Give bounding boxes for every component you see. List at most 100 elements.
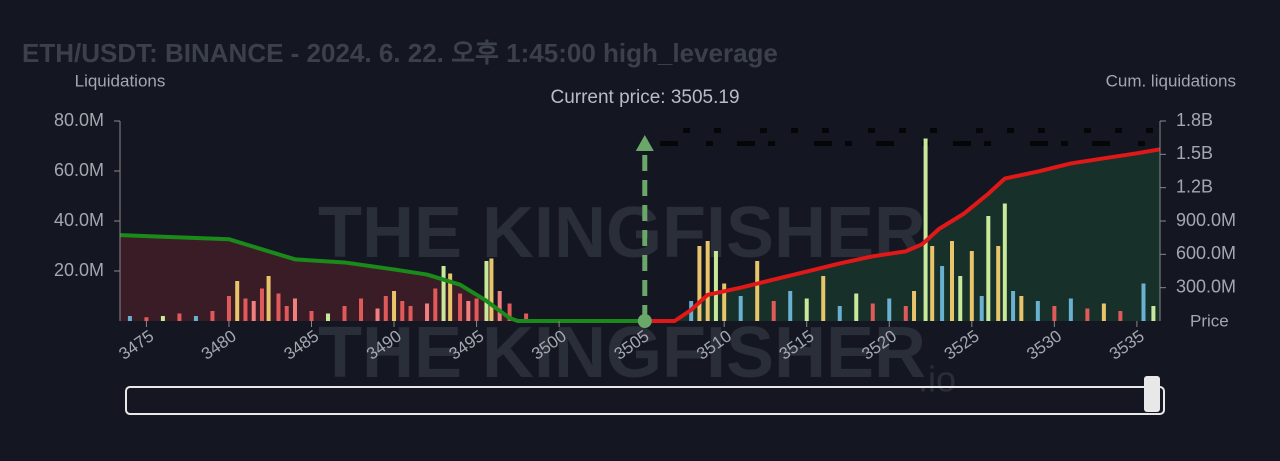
- liquidation-bar: [425, 303, 430, 321]
- liquidation-bar: [923, 138, 928, 321]
- watermark-suffix: .io: [918, 359, 956, 400]
- x-tick-label: 3475: [115, 326, 157, 363]
- liquidation-bar: [448, 273, 453, 321]
- range-slider[interactable]: [125, 386, 1165, 415]
- decoration: [868, 128, 875, 133]
- liquidation-bar: [266, 276, 271, 321]
- liquidation-bar: [177, 313, 182, 321]
- decoration: [876, 141, 894, 146]
- current-price-dot: [637, 314, 652, 328]
- decoration: [953, 141, 971, 146]
- liquidation-bar: [326, 313, 330, 321]
- liquidation-bar: [235, 281, 240, 321]
- decoration: [984, 141, 991, 146]
- liquidation-bar: [1035, 301, 1040, 321]
- cum-line: [119, 233, 645, 323]
- liquidation-bar: [292, 298, 297, 321]
- liquidation-bar: [1002, 203, 1007, 321]
- liquidation-bar: [1068, 298, 1073, 321]
- decoration: [1061, 141, 1068, 146]
- y2-tick-label: 300.0M: [1176, 276, 1236, 296]
- liquidation-bar: [484, 261, 489, 321]
- slider-handle[interactable]: [1144, 376, 1160, 412]
- x-tick-label: 3535: [1106, 326, 1148, 363]
- liquidation-bar: [400, 301, 405, 321]
- liquidation-bar: [524, 313, 529, 321]
- y2-axis-title: Cum. liquidations: [1106, 71, 1236, 90]
- y2-tick-label: 900.0M: [1176, 210, 1236, 230]
- liquidation-bar: [854, 293, 859, 321]
- liquidation-bar: [887, 298, 892, 321]
- liquidation-bar: [705, 241, 710, 321]
- liquidation-bar: [342, 306, 347, 321]
- liquidation-bar: [383, 296, 388, 321]
- current-price-label: Current price: 3505.19: [550, 87, 739, 108]
- decoration: [683, 128, 690, 133]
- liquidation-bar: [697, 246, 702, 321]
- liquidation-bar: [433, 288, 438, 321]
- liquidation-bar: [969, 251, 974, 321]
- liquidation-bar: [127, 316, 132, 321]
- y2-tick-label: 600.0M: [1176, 243, 1236, 263]
- plot-area: 20.0M 40.0M 60.0M 80.0M 300.0M 600.0M 900.0M 1.…: [54, 110, 1236, 364]
- liquidation-bar: [309, 311, 314, 321]
- liquidation-bar: [251, 301, 256, 321]
- decoration: [768, 141, 775, 146]
- liquidation-bar: [392, 291, 397, 321]
- y-tick-label: 60.0M: [54, 160, 104, 180]
- decoration: [1092, 141, 1110, 146]
- liquidation-bar: [210, 311, 215, 321]
- liquidation-bar: [713, 251, 718, 321]
- liquidation-bar: [1101, 303, 1106, 321]
- decoration: [1138, 141, 1145, 146]
- liquidation-bar: [408, 306, 413, 321]
- liquidation-bar: [458, 293, 463, 321]
- liquidation-bar: [489, 258, 494, 321]
- decoration: [1030, 141, 1048, 146]
- liquidation-bar: [996, 246, 1001, 321]
- liquidation-bar: [441, 266, 446, 321]
- chart-title: ETH/USDT: BINANCE - 2024. 6. 22. 오후 1:45…: [22, 38, 778, 68]
- decoration: [845, 141, 852, 146]
- y-tick-label: 40.0M: [54, 210, 104, 230]
- decoration: [1038, 128, 1045, 133]
- liquidation-bar: [804, 298, 809, 321]
- liquidation-bar: [144, 317, 149, 321]
- y2-tick-label: 1.2B: [1176, 176, 1213, 196]
- y-tick-label: 80.0M: [54, 110, 104, 130]
- liquidation-bar: [979, 296, 984, 321]
- liquidation-bar: [958, 276, 963, 321]
- decoration: [714, 128, 721, 133]
- liquidation-bar: [359, 298, 364, 321]
- liquidation-bar: [771, 301, 776, 321]
- decoration: [1007, 128, 1014, 133]
- decoration: [1084, 128, 1091, 133]
- watermark: THE KINGFISHER: [318, 313, 926, 393]
- decoration: [760, 128, 767, 133]
- liquidation-bar: [986, 216, 991, 321]
- liquidation-bar: [755, 261, 760, 321]
- liquidation-bar: [259, 288, 264, 321]
- liquidation-bar: [276, 293, 281, 321]
- liquidation-bar: [375, 308, 380, 321]
- liquidation-bar: [950, 241, 954, 321]
- decoration: [1146, 128, 1153, 133]
- decoration: [930, 128, 937, 133]
- liquidation-bar: [466, 301, 471, 321]
- liquidation-bar: [821, 276, 826, 321]
- x-tick-label: 3485: [280, 326, 322, 363]
- liquidation-bar: [940, 266, 945, 321]
- liquidation-bar: [837, 306, 842, 321]
- x-axis-title: Price: [1190, 311, 1229, 330]
- liquidation-bar: [507, 303, 512, 321]
- cum-area: [644, 149, 1160, 321]
- decoration: [791, 128, 798, 133]
- liquidation-bar: [160, 316, 165, 321]
- y-tick-label: 20.0M: [54, 260, 104, 280]
- x-tick-label: 3480: [198, 326, 240, 363]
- watermark: THE KINGFISHER: [318, 193, 926, 273]
- decoration: [822, 128, 829, 133]
- x-tick-label: 3530: [1023, 326, 1065, 363]
